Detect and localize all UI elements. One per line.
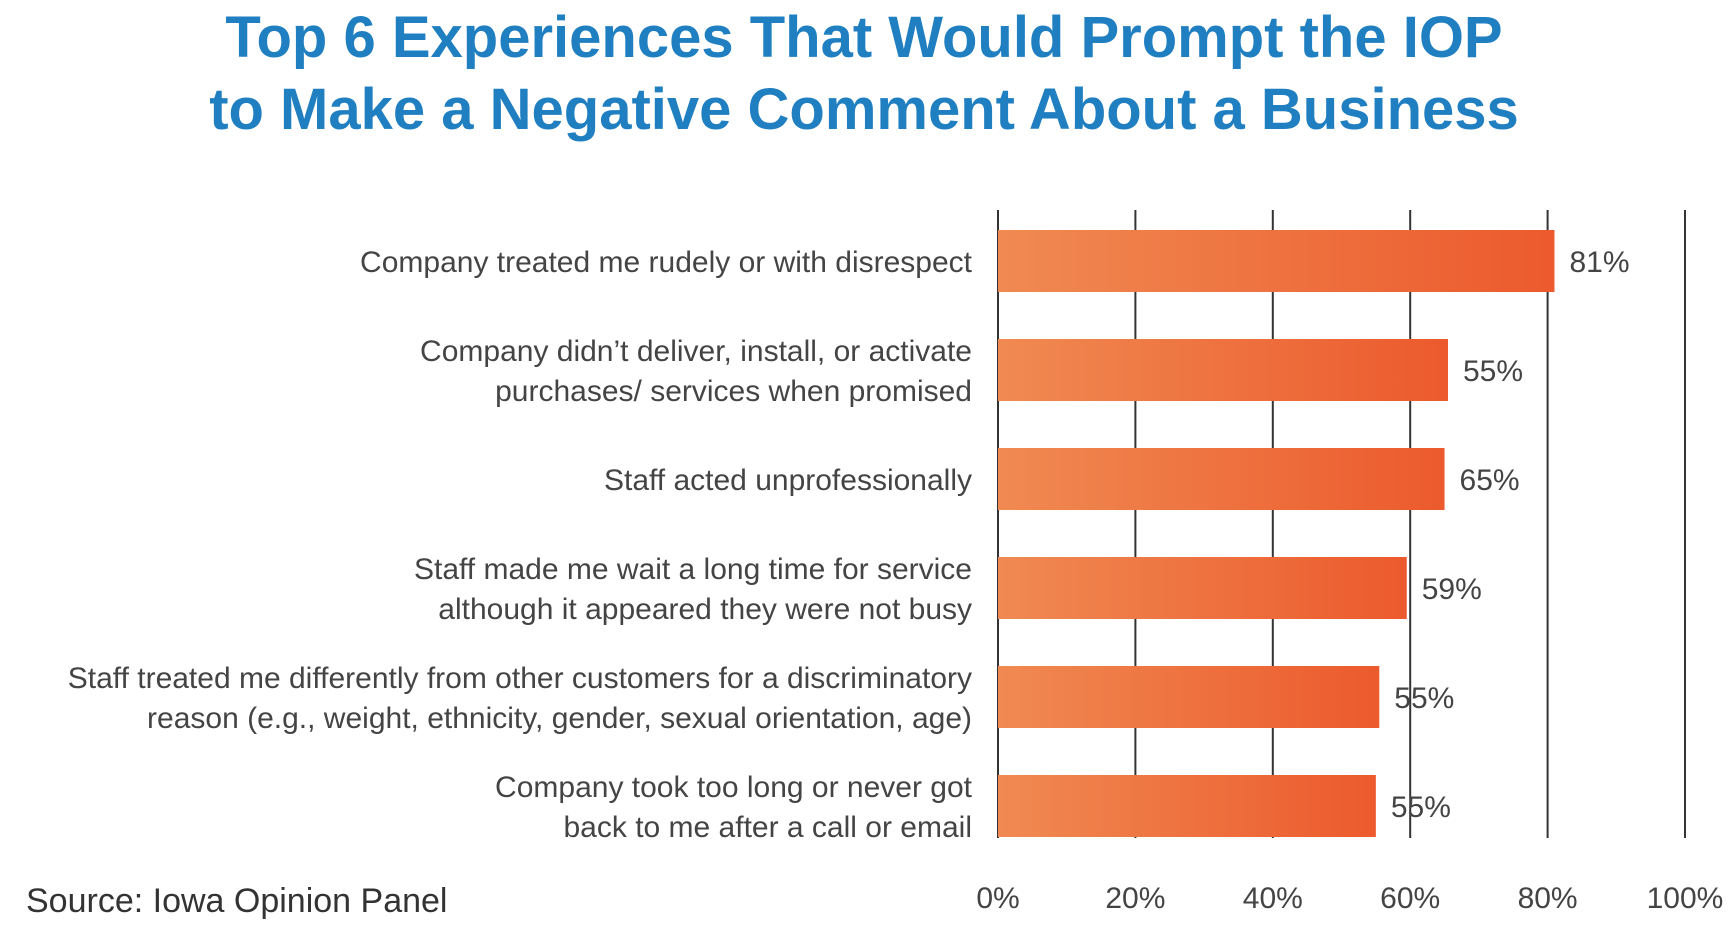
chart-title: Top 6 Experiences That Would Prompt the …	[0, 2, 1728, 146]
category-labels: Company treated me rudely or with disres…	[68, 246, 973, 844]
x-tick-label: 100%	[1647, 882, 1724, 915]
chart-title-line-1: Top 6 Experiences That Would Prompt the …	[225, 5, 1503, 70]
data-label: 55%	[1463, 355, 1523, 388]
category-label: Staff treated me differently from other …	[68, 662, 972, 695]
x-tick-label: 40%	[1243, 882, 1303, 915]
x-tick-label: 20%	[1105, 882, 1165, 915]
data-label: 59%	[1422, 573, 1482, 606]
bars	[998, 230, 1555, 837]
data-label: 55%	[1391, 791, 1451, 824]
bar	[998, 557, 1407, 619]
data-label: 65%	[1460, 464, 1520, 497]
data-label: 81%	[1569, 246, 1629, 279]
x-axis-ticks: 0% 20% 40% 60% 80% 100%	[976, 882, 1723, 915]
bar	[998, 666, 1380, 728]
category-label: reason (e.g., weight, ethnicity, gender,…	[147, 702, 972, 735]
x-tick-label: 0%	[976, 882, 1019, 915]
data-label: 55%	[1394, 682, 1454, 715]
category-label: although it appeared they were not busy	[438, 593, 972, 626]
category-label: back to me after a call or email	[563, 811, 972, 844]
x-tick-label: 80%	[1518, 882, 1578, 915]
bar	[998, 339, 1448, 401]
chart-title-line-2: to Make a Negative Comment About a Busin…	[209, 77, 1519, 142]
category-label: Company didn’t deliver, install, or acti…	[420, 335, 972, 368]
bar	[998, 448, 1445, 510]
gridlines	[997, 210, 1686, 838]
category-label: Staff made me wait a long time for servi…	[414, 553, 972, 586]
data-labels: 81% 55% 65% 59% 55% 55%	[1391, 246, 1630, 824]
category-label: purchases/ services when promised	[495, 375, 972, 408]
bar	[998, 230, 1555, 292]
bar	[998, 775, 1376, 837]
category-label: Company treated me rudely or with disres…	[360, 246, 973, 279]
source-note: Source: Iowa Opinion Panel	[26, 882, 448, 920]
category-label: Company took too long or never got	[495, 771, 973, 804]
category-label: Staff acted unprofessionally	[604, 464, 972, 497]
x-tick-label: 60%	[1380, 882, 1440, 915]
